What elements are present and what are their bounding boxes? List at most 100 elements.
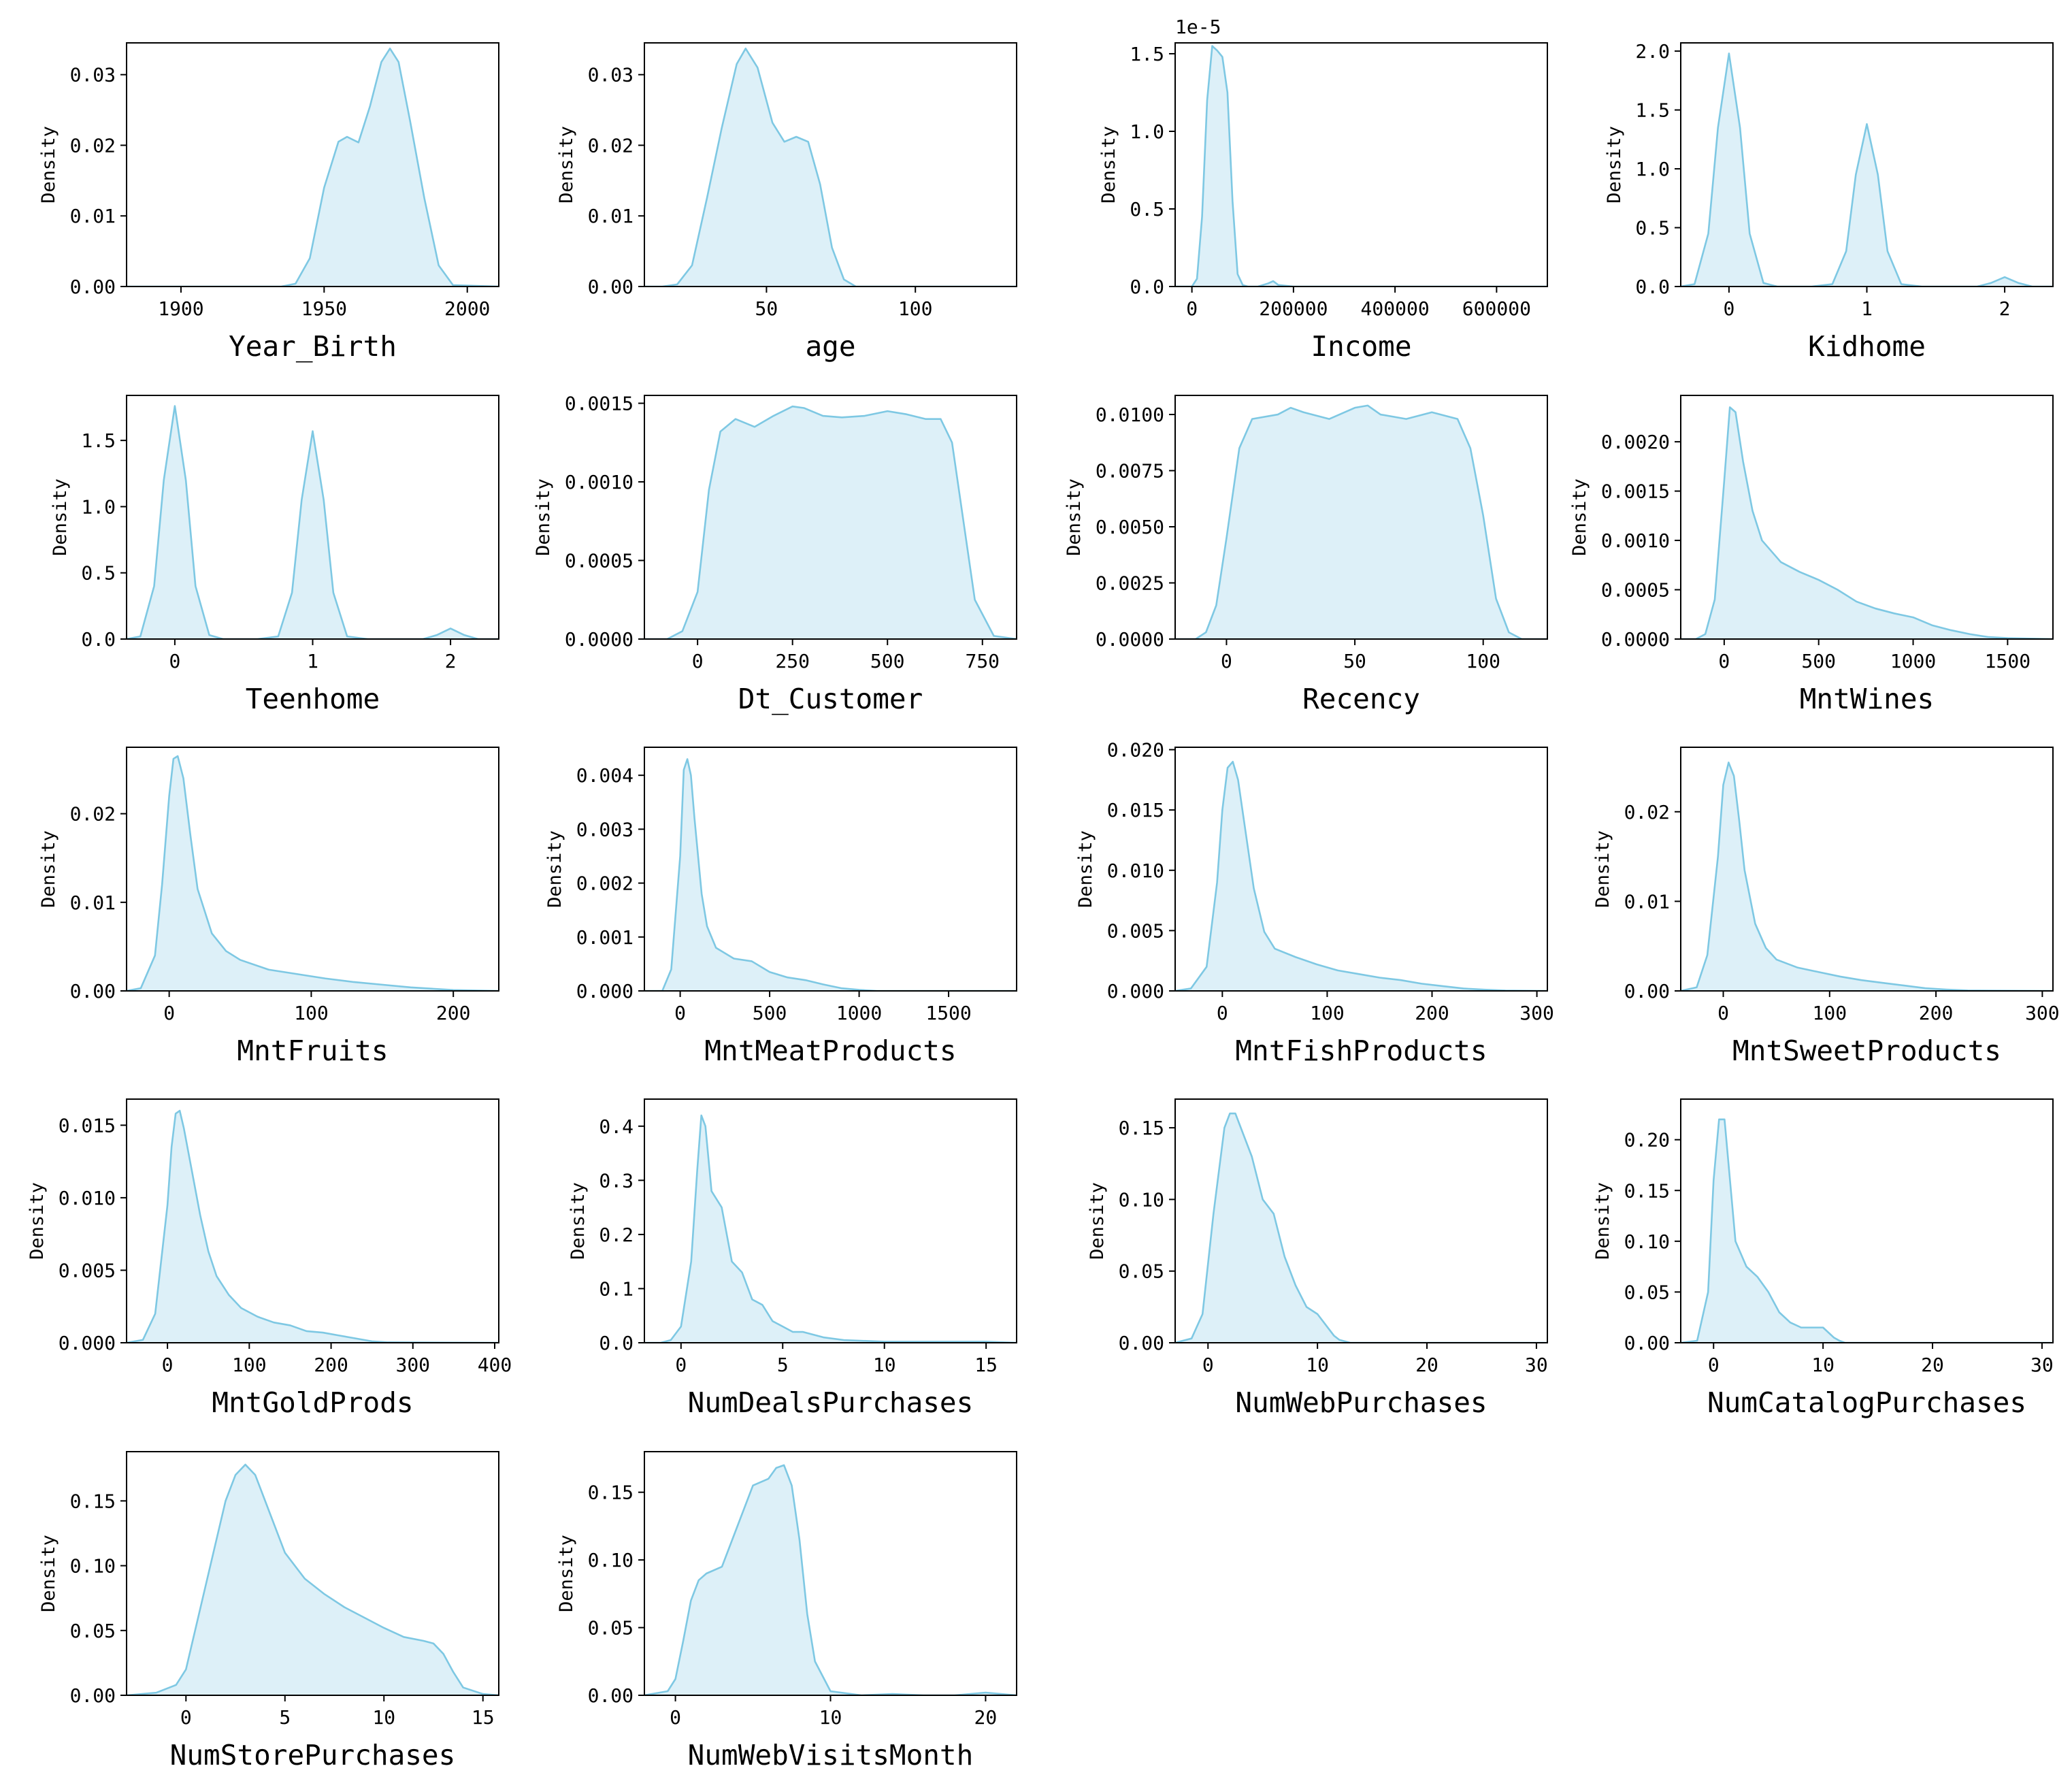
x-tick-label: 1500: [1985, 650, 2030, 672]
density-line: [1681, 762, 2053, 991]
x-tick-label: 0: [1708, 1354, 1720, 1376]
subplot: 0 10 20 30 0.00 0.05 0.10 0.15 NumWebPurchases De…: [1087, 1098, 1548, 1419]
y-tick-label: 0.10: [70, 1555, 116, 1578]
x-tick-label: 15: [472, 1706, 495, 1729]
x-tick-label: 1950: [301, 297, 347, 320]
plot-frame: [1680, 1098, 2054, 1343]
x-tick-label: 1: [1861, 297, 1873, 320]
x-tick-label: 2: [1999, 297, 2011, 320]
y-tick-label: 0.0050: [1096, 516, 1164, 538]
y-tick-label: 0.010: [59, 1187, 116, 1209]
density-area: [1681, 407, 2053, 639]
density-line: [127, 405, 499, 639]
y-axis-label: Density: [1064, 478, 1085, 556]
y-tick-label: 0.02: [70, 134, 116, 157]
density-line: [644, 1464, 1017, 1695]
plot-frame: [1174, 747, 1548, 992]
density-line: [127, 1463, 499, 1695]
x-tick-label: 50: [755, 297, 778, 320]
y-tick-label: 0.0000: [1601, 628, 1670, 651]
x-axis-label: NumDealsPurchases: [688, 1386, 974, 1419]
x-tick-label: 2: [445, 650, 457, 672]
x-axis-label: MntWines: [1800, 683, 1934, 715]
y-axis-label: Density: [38, 1535, 59, 1612]
y-tick-label: 0.01: [588, 205, 634, 227]
x-axis-label: Year_Birth: [229, 330, 397, 363]
x-tick-label: 0: [674, 1002, 686, 1024]
subplot: 0 5 10 15 0.0 0.1 0.2 0.3 0.4 NumDealsPurchases De…: [568, 1098, 1017, 1419]
subplot: 0 5 10 15 0.00 0.05 0.10 0.15 NumStorePurchases D…: [38, 1451, 499, 1772]
x-tick-label: 5: [777, 1354, 789, 1376]
density-line: [1175, 760, 1547, 991]
y-tick-label: 0.02: [1624, 801, 1670, 823]
y-tick-label: 0.03: [70, 64, 116, 86]
y-tick-label: 0.0100: [1096, 404, 1164, 426]
y-tick-label: 0.020: [1107, 739, 1164, 762]
y-axis-label: Density: [556, 1535, 577, 1612]
x-tick-label: 300: [395, 1354, 430, 1376]
y-axis-label: Density: [1604, 126, 1625, 203]
subplot: 0 100 200 0.00 0.01 0.02 MntFruits Density: [38, 747, 499, 1067]
subplot: 0 50 100 0.0000 0.0025 0.0050 0.0075 0.0100 Rece…: [1064, 395, 1548, 715]
density-line: [1175, 404, 1547, 639]
density-area: [644, 1465, 1017, 1695]
y-tick-label: 0.5: [1130, 198, 1164, 221]
y-axis-label: Density: [544, 830, 565, 908]
density-area: [127, 406, 499, 639]
x-tick-label: 10: [372, 1706, 395, 1729]
y-tick-label: 0.000: [59, 1332, 116, 1354]
plot-frame: [644, 1098, 1017, 1343]
density-area: [127, 1465, 499, 1695]
y-axis-label: Density: [1592, 830, 1613, 908]
y-tick-label: 0.02: [70, 803, 116, 826]
x-tick-label: 400: [478, 1354, 512, 1376]
plot-frame: [126, 42, 499, 287]
y-tick-label: 0.00: [588, 276, 634, 298]
x-tick-label: 750: [965, 650, 1000, 672]
x-tick-label: 1000: [1890, 650, 1936, 672]
x-axis-label: MntSweetProducts: [1732, 1034, 2001, 1067]
x-axis-label: Kidhome: [1808, 330, 1926, 363]
x-axis-label: Dt_Customer: [738, 683, 923, 715]
y-tick-label: 0.05: [588, 1617, 634, 1639]
y-tick-label: 0.000: [576, 980, 634, 1002]
subplot: 0 100 200 300 400 0.000 0.005 0.010 0.015 MntGold…: [27, 1098, 512, 1419]
y-tick-label: 0.02: [588, 134, 634, 157]
density-area: [1175, 46, 1547, 287]
y-offset-label: 1e-5: [1175, 16, 1221, 38]
x-tick-label: 5: [279, 1706, 291, 1729]
y-tick-label: 0.01: [70, 892, 116, 914]
density-line: [1681, 52, 2053, 287]
x-tick-label: 0: [169, 650, 180, 672]
x-tick-label: 100: [232, 1354, 267, 1376]
density-area: [1175, 1113, 1547, 1343]
x-tick-label: 10: [1306, 1354, 1329, 1376]
y-tick-label: 0.0: [1635, 276, 1670, 298]
x-tick-label: 200: [1919, 1002, 1954, 1024]
subplot: 0 1 2 0.0 0.5 1.0 1.5 Teenhome Density: [50, 395, 499, 715]
y-tick-label: 0.2: [599, 1224, 634, 1246]
y-tick-label: 2.0: [1635, 40, 1670, 63]
y-tick-label: 0.0000: [565, 628, 634, 651]
y-tick-label: 0.004: [576, 764, 634, 787]
x-tick-label: 100: [1466, 650, 1500, 672]
y-tick-label: 1.0: [1635, 158, 1670, 180]
plot-frame: [1174, 395, 1548, 640]
y-tick-label: 0.5: [1635, 217, 1670, 240]
x-tick-label: 20: [1921, 1354, 1944, 1376]
x-tick-label: 200: [1415, 1002, 1449, 1024]
y-tick-label: 1.5: [1635, 99, 1670, 122]
y-tick-label: 0.0020: [1601, 431, 1670, 453]
subplot: 0 100 200 300 0.00 0.01 0.02 MntSweetProducts De…: [1592, 747, 2060, 1067]
density-area: [127, 756, 499, 991]
plot-frame: [644, 747, 1017, 992]
y-tick-label: 0.4: [599, 1115, 634, 1138]
subplot: 0 500 1000 1500 0.000 0.001 0.002 0.003 0.004 Mnt…: [544, 747, 1017, 1067]
y-tick-label: 0.0025: [1096, 572, 1164, 595]
y-tick-label: 0.0015: [1601, 480, 1670, 503]
y-tick-label: 0.10: [1119, 1188, 1164, 1211]
x-axis-label: Teenhome: [246, 683, 380, 715]
y-tick-label: 0.15: [1119, 1117, 1164, 1139]
